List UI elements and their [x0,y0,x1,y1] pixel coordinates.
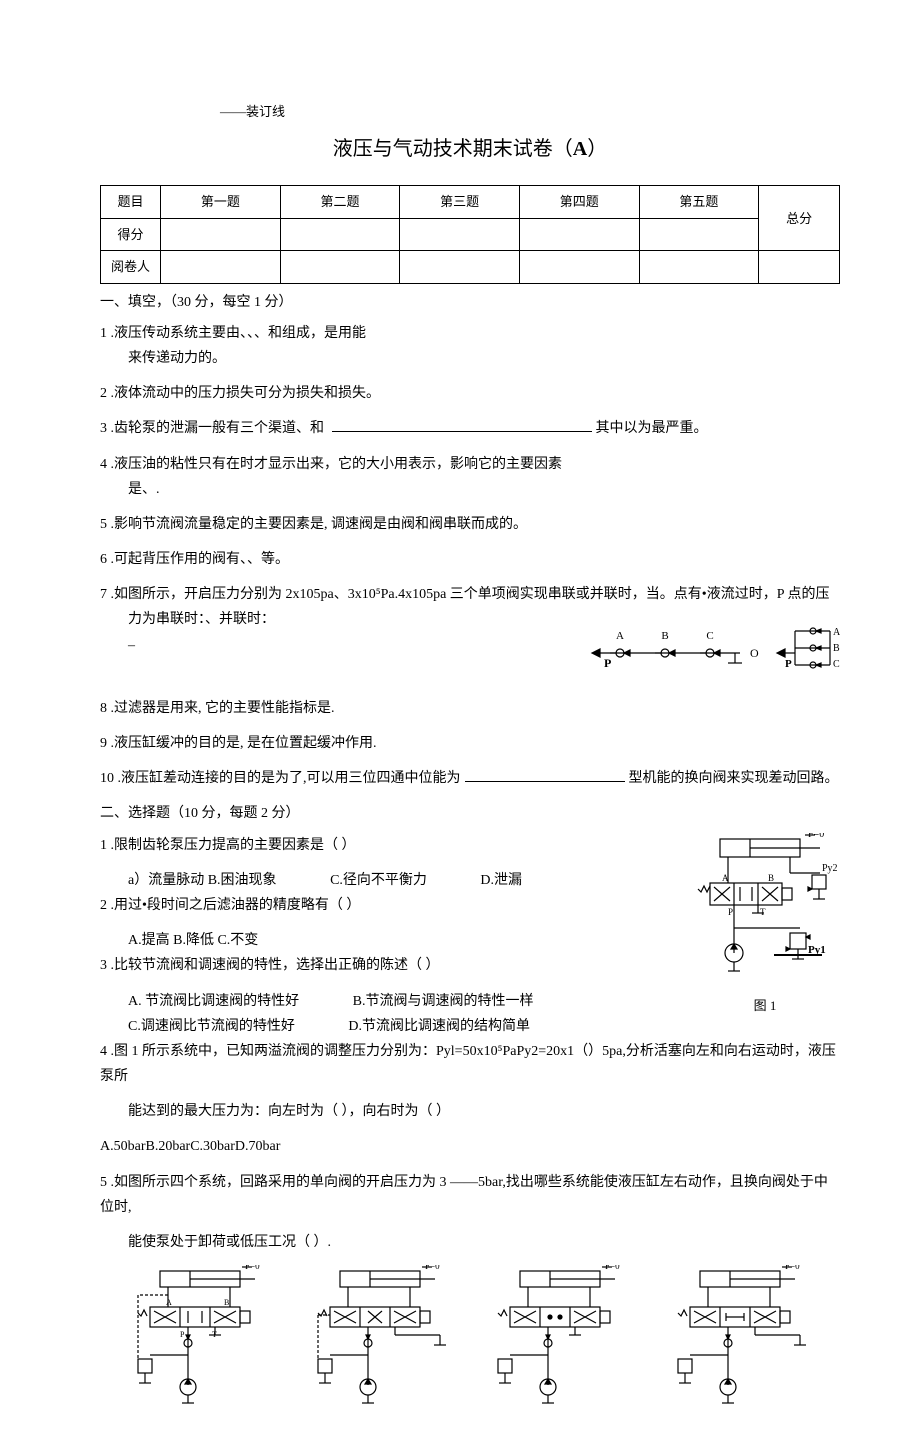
score-table: 题目 第一题 第二题 第三题 第四题 第五题 总分 得分 阅卷人 [100,185,840,283]
q-text: 10 .液压缸差动连接的目的是为了,可以用三位四通中位能为 [100,771,461,786]
q1-10: 10 .液压缸差动连接的目的是为了,可以用三位四通中位能为 型机能的换向阀来实现差… [100,766,840,791]
title-letter: A [573,138,587,160]
q1-4: 4 .液压油的粘性只有在时才显示出来，它的大小用表示，影响它的主要因素 是、. [100,452,840,502]
svg-text:P: P [604,656,611,669]
four-systems-diagram: F=0 AB PT F=0 [100,1265,840,1415]
q-text: 型机能的换向阀来实现差动回路。 [629,771,839,786]
svg-text:P: P [180,1330,185,1339]
table-row: 阅卷人 [101,251,840,283]
opt: D.节流阀比调速阀的结构简单 [348,1014,530,1039]
svg-text:A: A [616,630,624,642]
th-label: 阅卷人 [101,251,161,283]
q1-3: 3 .齿轮泵的泄漏一般有三个渠道、和 其中以为最严重。 [100,416,840,441]
td-cell [280,218,400,250]
q-text: 7 .如图所示，开启压力分别为 2x105pa、3x10⁵Pa.4x105pa … [100,582,840,607]
svg-text:T: T [760,907,766,917]
q1-5: 5 .影响节流阀流量稳定的主要因素是, 调速阀是由阀和阀串联而成的。 [100,512,840,537]
svg-text:B: B [224,1298,229,1307]
th-col: 总分 [759,186,840,251]
title-prefix: 液压与气动技术期末试卷（ [333,138,573,160]
td-cell [161,218,281,250]
opt: C.调速阀比节流阀的特性好 [128,1014,295,1039]
fig1-caption: 图 1 [690,994,840,1017]
q1-7: 7 .如图所示，开启压力分别为 2x105pa、3x10⁵Pa.4x105pa … [100,582,840,686]
th-label: 题目 [101,186,161,218]
svg-text:B: B [661,630,668,642]
th-col: 第三题 [400,186,520,218]
td-cell [519,218,639,250]
opt: A. 节流阀比调速阀的特性好 [128,989,299,1014]
q-text: 3 .齿轮泵的泄漏一般有三个渠道、和 [100,421,328,436]
table-row: 题目 第一题 第二题 第三题 第四题 第五题 总分 [101,186,840,218]
binding-line: ——装订线 [220,100,840,123]
system-c: F=0 [480,1265,640,1415]
q2-5: 5 .如图所示四个系统，回路采用的单向阀的开启压力为 3 ――5bar,找出哪些… [100,1170,840,1220]
opt: B.节流阀与调速阀的特性一样 [353,989,534,1014]
q1-9: 9 .液压缸缓冲的目的是, 是在位置起缓冲作用. [100,731,840,756]
th-col: 第二题 [280,186,400,218]
td-cell [639,218,759,250]
table-row: 得分 [101,218,840,250]
q1-2: 2 .液体流动中的压力损失可分为损失和损失。 [100,381,840,406]
page-title: 液压与气动技术期末试卷（A） [100,131,840,167]
td-cell [161,251,281,283]
th-col: 第五题 [639,186,759,218]
q2-4: 4 .图 1 所示系统中，已知两溢流阀的调整压力分别为：Pyl=50x10⁵Pa… [100,1039,840,1089]
svg-text:F=0: F=0 [785,1265,800,1271]
svg-text:F=0: F=0 [808,833,824,840]
td-cell [759,251,840,283]
q1-1: 1 .液压传动系统主要由、、、和组成，是用能 来传递动力的。 [100,321,840,371]
system-a: F=0 AB PT [120,1265,280,1415]
q-text: 4 .液压油的粘性只有在时才显示出来，它的大小用表示，影响它的主要因素 [100,452,840,477]
q1-6: 6 .可起背压作用的阀有、、等。 [100,547,840,572]
svg-text:A: A [722,873,729,883]
td-cell [400,251,520,283]
th-label: 得分 [101,218,161,250]
valve-diagram: A B C O P A B C P [590,623,840,678]
svg-text:A: A [166,1298,172,1307]
svg-text:F=0: F=0 [425,1265,440,1271]
svg-text:B: B [768,873,774,883]
svg-text:C: C [833,659,840,669]
opt: D.泄漏 [480,868,522,893]
blank [465,768,625,782]
q-text: 来传递动力的。 [128,346,840,371]
td-cell [400,218,520,250]
svg-text:Py2: Py2 [822,863,838,874]
q2-3-options2: C.调速阀比节流阀的特性好 D.节流阀比调速阀的结构简单 [128,1014,840,1039]
q1-8: 8 .过滤器是用来, 它的主要性能指标是. [100,696,840,721]
td-cell [639,251,759,283]
blank [332,418,592,432]
q2-5b: 能使泵处于卸荷或低压工况（ ）. [128,1230,840,1255]
opt: C.径向不平衡力 [330,868,427,893]
th-col: 第一题 [161,186,281,218]
opt: a）流量脉动 B.困油现象 [128,868,277,893]
svg-text:F=0: F=0 [605,1265,620,1271]
figure-1: F=0 Py2 A [690,833,840,1018]
svg-text:P: P [728,907,733,917]
q-text: 是、. [128,477,840,502]
section1-header: 一、填空，（30 分，每空 1 分） [100,290,840,315]
svg-text:F=0: F=0 [245,1265,260,1271]
q2-4c: A.50barB.20barC.30barD.70bar [100,1134,840,1159]
svg-text:B: B [833,643,840,654]
q2-4b: 能达到的最大压力为：向左时为（ ），向右时为（ ） [128,1099,840,1124]
system-b: F=0 [300,1265,460,1415]
system-d: F=0 [660,1265,820,1415]
td-cell [519,251,639,283]
section2-header: 二、选择题（10 分，每题 2 分） [100,801,840,826]
th-col: 第四题 [519,186,639,218]
svg-text:O: O [750,646,759,660]
q-text: 1 .液压传动系统主要由、、、和组成，是用能 [100,321,840,346]
td-cell [280,251,400,283]
title-suffix: ） [587,138,607,160]
q-text: 其中以为最严重。 [596,421,708,436]
svg-text:A: A [833,627,840,638]
svg-text:C: C [706,630,713,642]
svg-text:P: P [785,658,792,669]
